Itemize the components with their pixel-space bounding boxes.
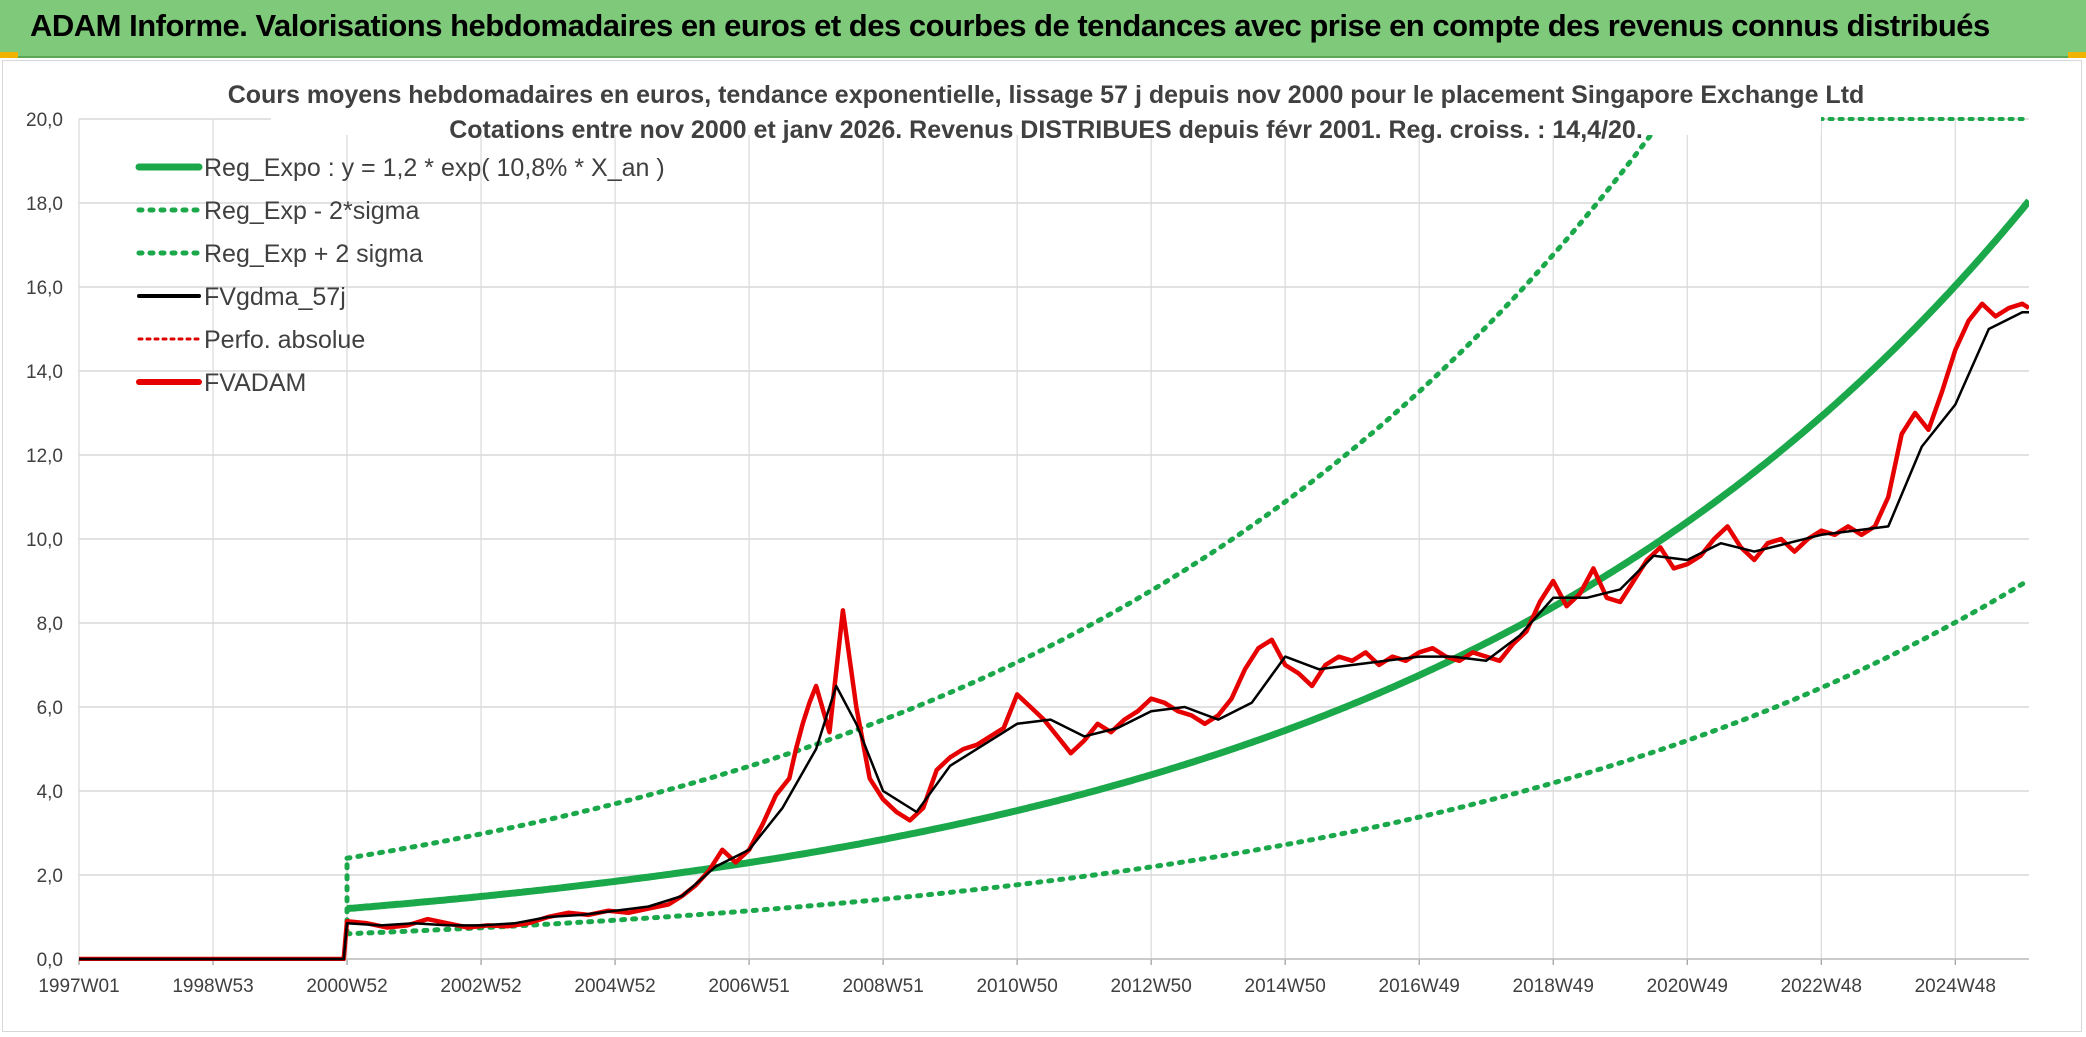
chart-area: 0,0 2,0 4,0 6,0 8,0 10,0 12,0 14,0 16,0 18,0 20,0 … [2, 60, 2082, 1032]
legend-label-fvgdma: FVgdma_57j [204, 283, 346, 311]
chart-title-line-2: Cotations entre nov 2000 et janv 2026. R… [449, 116, 1643, 144]
y-tick-label: 8,0 [37, 614, 63, 635]
x-tick-label: 2020W49 [1647, 976, 1728, 997]
y-tick-label: 4,0 [37, 782, 63, 803]
corner-mark-right [2068, 52, 2086, 58]
y-tick-label: 6,0 [37, 698, 63, 719]
chart-series [79, 89, 2029, 961]
fvadam-line [79, 301, 2029, 961]
y-tick-label: 2,0 [37, 866, 63, 887]
x-tick-label: 2002W52 [440, 976, 521, 997]
fvgdma-57j-line [79, 310, 2029, 961]
report-banner: ADAM Informe. Valorisations hebdomadaire… [0, 0, 2086, 58]
y-tick-label: 18,0 [26, 194, 63, 215]
x-tick-label: 2022W48 [1781, 976, 1862, 997]
y-axis-ticks: 0,0 2,0 4,0 6,0 8,0 10,0 12,0 14,0 16,0 18,0 20,0 [26, 110, 63, 971]
x-tick-label: 2000W52 [306, 976, 387, 997]
x-tick-label: 2008W51 [842, 976, 923, 997]
x-tick-label: 1997W01 [38, 976, 119, 997]
chart-legend: Reg_Expo : y = 1,2 * exp( 10,8% * X_an )… [135, 154, 665, 397]
x-tick-label: 2014W50 [1245, 976, 1326, 997]
y-tick-label: 14,0 [26, 362, 63, 383]
legend-label-sigma_plus: Reg_Exp + 2 sigma [204, 240, 423, 268]
exponential-trend-chart: 0,02,04,06,08,010,012,014,016,018,020,0 … [26, 65, 2029, 997]
corner-mark-left [0, 52, 18, 58]
legend-label-perfo: Perfo. absolue [204, 326, 365, 354]
y-tick-label: 10,0 [26, 530, 63, 551]
x-tick-label: 2006W51 [708, 976, 789, 997]
legend-label-reg_expo: Reg_Expo : y = 1,2 * exp( 10,8% * X_an ) [204, 154, 665, 182]
y-tick-label: 0,0 [37, 950, 63, 971]
series-group [79, 89, 2029, 961]
x-tick-label: 2018W49 [1513, 976, 1594, 997]
legend-label-sigma_minus: Reg_Exp - 2*sigma [204, 197, 419, 225]
x-tick-label: 2010W50 [976, 976, 1057, 997]
x-tick-label: 2016W49 [1379, 976, 1460, 997]
report-title: ADAM Informe. Valorisations hebdomadaire… [30, 8, 1990, 43]
y-tick-label: 20,0 [26, 110, 63, 131]
y-tick-label: 12,0 [26, 446, 63, 467]
x-tick-label: 2004W52 [574, 976, 655, 997]
x-tick-label: 2024W48 [1915, 976, 1996, 997]
x-tick-label: 2012W50 [1110, 976, 1191, 997]
x-axis-ticks: 1997W01 1998W53 2000W52 2002W52 2004W52 2006W… [38, 958, 2029, 997]
chart-title: Cours moyens hebdomadaires en euros, ten… [228, 65, 1865, 144]
x-tick-label: 1998W53 [172, 976, 253, 997]
chart-title-background [271, 65, 1821, 135]
y-tick-label: 16,0 [26, 278, 63, 299]
reg-expo-line [346, 198, 2029, 913]
legend-label-fvadam: FVADAM [204, 369, 306, 397]
chart-title-line-1: Cours moyens hebdomadaires en euros, ten… [228, 81, 1865, 109]
reg-exp-plus-2sigma-line [344, 89, 1688, 861]
